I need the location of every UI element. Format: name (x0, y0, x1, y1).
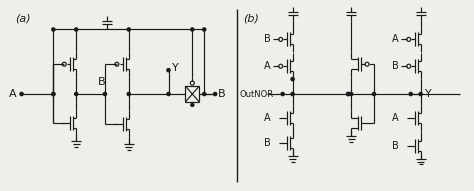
Text: Y: Y (173, 63, 179, 73)
Text: A: A (264, 61, 271, 71)
Text: (a): (a) (16, 14, 31, 24)
Circle shape (214, 92, 217, 96)
Text: A: A (9, 89, 17, 99)
Circle shape (167, 69, 170, 72)
Circle shape (167, 92, 170, 96)
Circle shape (52, 28, 55, 31)
Circle shape (203, 28, 206, 31)
Circle shape (291, 78, 294, 81)
Circle shape (20, 92, 23, 96)
Text: A: A (392, 34, 399, 45)
Text: A: A (264, 113, 271, 123)
Circle shape (127, 92, 130, 96)
Text: B: B (264, 138, 271, 148)
Text: B: B (264, 34, 271, 45)
Circle shape (409, 92, 412, 96)
Circle shape (52, 92, 55, 96)
Circle shape (346, 92, 350, 96)
Text: B: B (98, 77, 106, 87)
Circle shape (419, 92, 422, 96)
Circle shape (191, 28, 194, 31)
Text: B: B (392, 61, 399, 71)
Circle shape (52, 92, 55, 96)
Circle shape (350, 92, 353, 96)
Circle shape (203, 92, 206, 96)
Text: A: A (392, 113, 399, 123)
Circle shape (74, 92, 78, 96)
Text: OutNOR: OutNOR (240, 90, 274, 99)
Text: B: B (392, 141, 399, 151)
Text: Y: Y (425, 89, 431, 99)
Text: (b): (b) (243, 14, 259, 24)
Text: B: B (218, 89, 226, 99)
Circle shape (346, 92, 350, 96)
Circle shape (281, 92, 284, 96)
Circle shape (103, 92, 107, 96)
Circle shape (191, 104, 194, 106)
Circle shape (127, 28, 130, 31)
Circle shape (74, 28, 78, 31)
Circle shape (291, 92, 294, 96)
Circle shape (373, 92, 375, 96)
